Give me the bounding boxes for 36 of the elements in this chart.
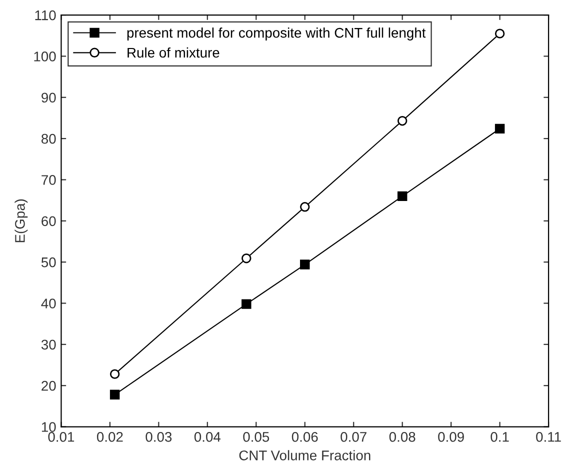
y-tick-label: 70 (42, 175, 56, 185)
point (242, 299, 252, 309)
x-axis-title: CNT Volume Fraction (239, 450, 370, 460)
x-tick-label: 0.06 (292, 432, 318, 442)
y-tick-label: 90 (42, 92, 56, 103)
point (242, 254, 252, 264)
x-tick-label: 0.04 (194, 432, 221, 442)
point (397, 191, 408, 202)
y-axis-title: E(Gpa) (14, 199, 28, 242)
point (110, 390, 120, 400)
y-tick-label: 100 (34, 52, 56, 62)
y-tick-label: 110 (35, 10, 56, 20)
x-tick-label: 0.02 (96, 432, 123, 442)
point (110, 369, 120, 379)
y-tick-label: 30 (41, 340, 56, 350)
y-tick-label: 20 (42, 380, 56, 391)
x-tick-label: 0.01 (48, 432, 74, 442)
point (300, 202, 310, 212)
legend-label: present model for composite with CNT full lenght (127, 28, 426, 40)
x-tick-label: 0.1 (490, 432, 509, 442)
y-tick-label: 50 (41, 257, 56, 268)
point (494, 124, 505, 134)
x-tick-label: 0.03 (146, 432, 172, 442)
point (397, 116, 408, 126)
y-tick-label: 80 (42, 134, 56, 144)
x-tick-label: 0.11 (536, 432, 561, 442)
legend-label: Rule of mixture (128, 47, 220, 58)
y-tick-label: 40 (41, 298, 56, 308)
x-tick-label: 0.09 (438, 432, 464, 442)
point (300, 260, 310, 270)
x-tick-label: 0.08 (389, 432, 416, 442)
point (494, 28, 505, 38)
y-tick-label: 60 (42, 216, 56, 226)
x-tick-label: 0.05 (243, 432, 270, 442)
x-tick-label: 0.07 (340, 432, 366, 442)
y-tick-label: 10 (42, 422, 56, 432)
